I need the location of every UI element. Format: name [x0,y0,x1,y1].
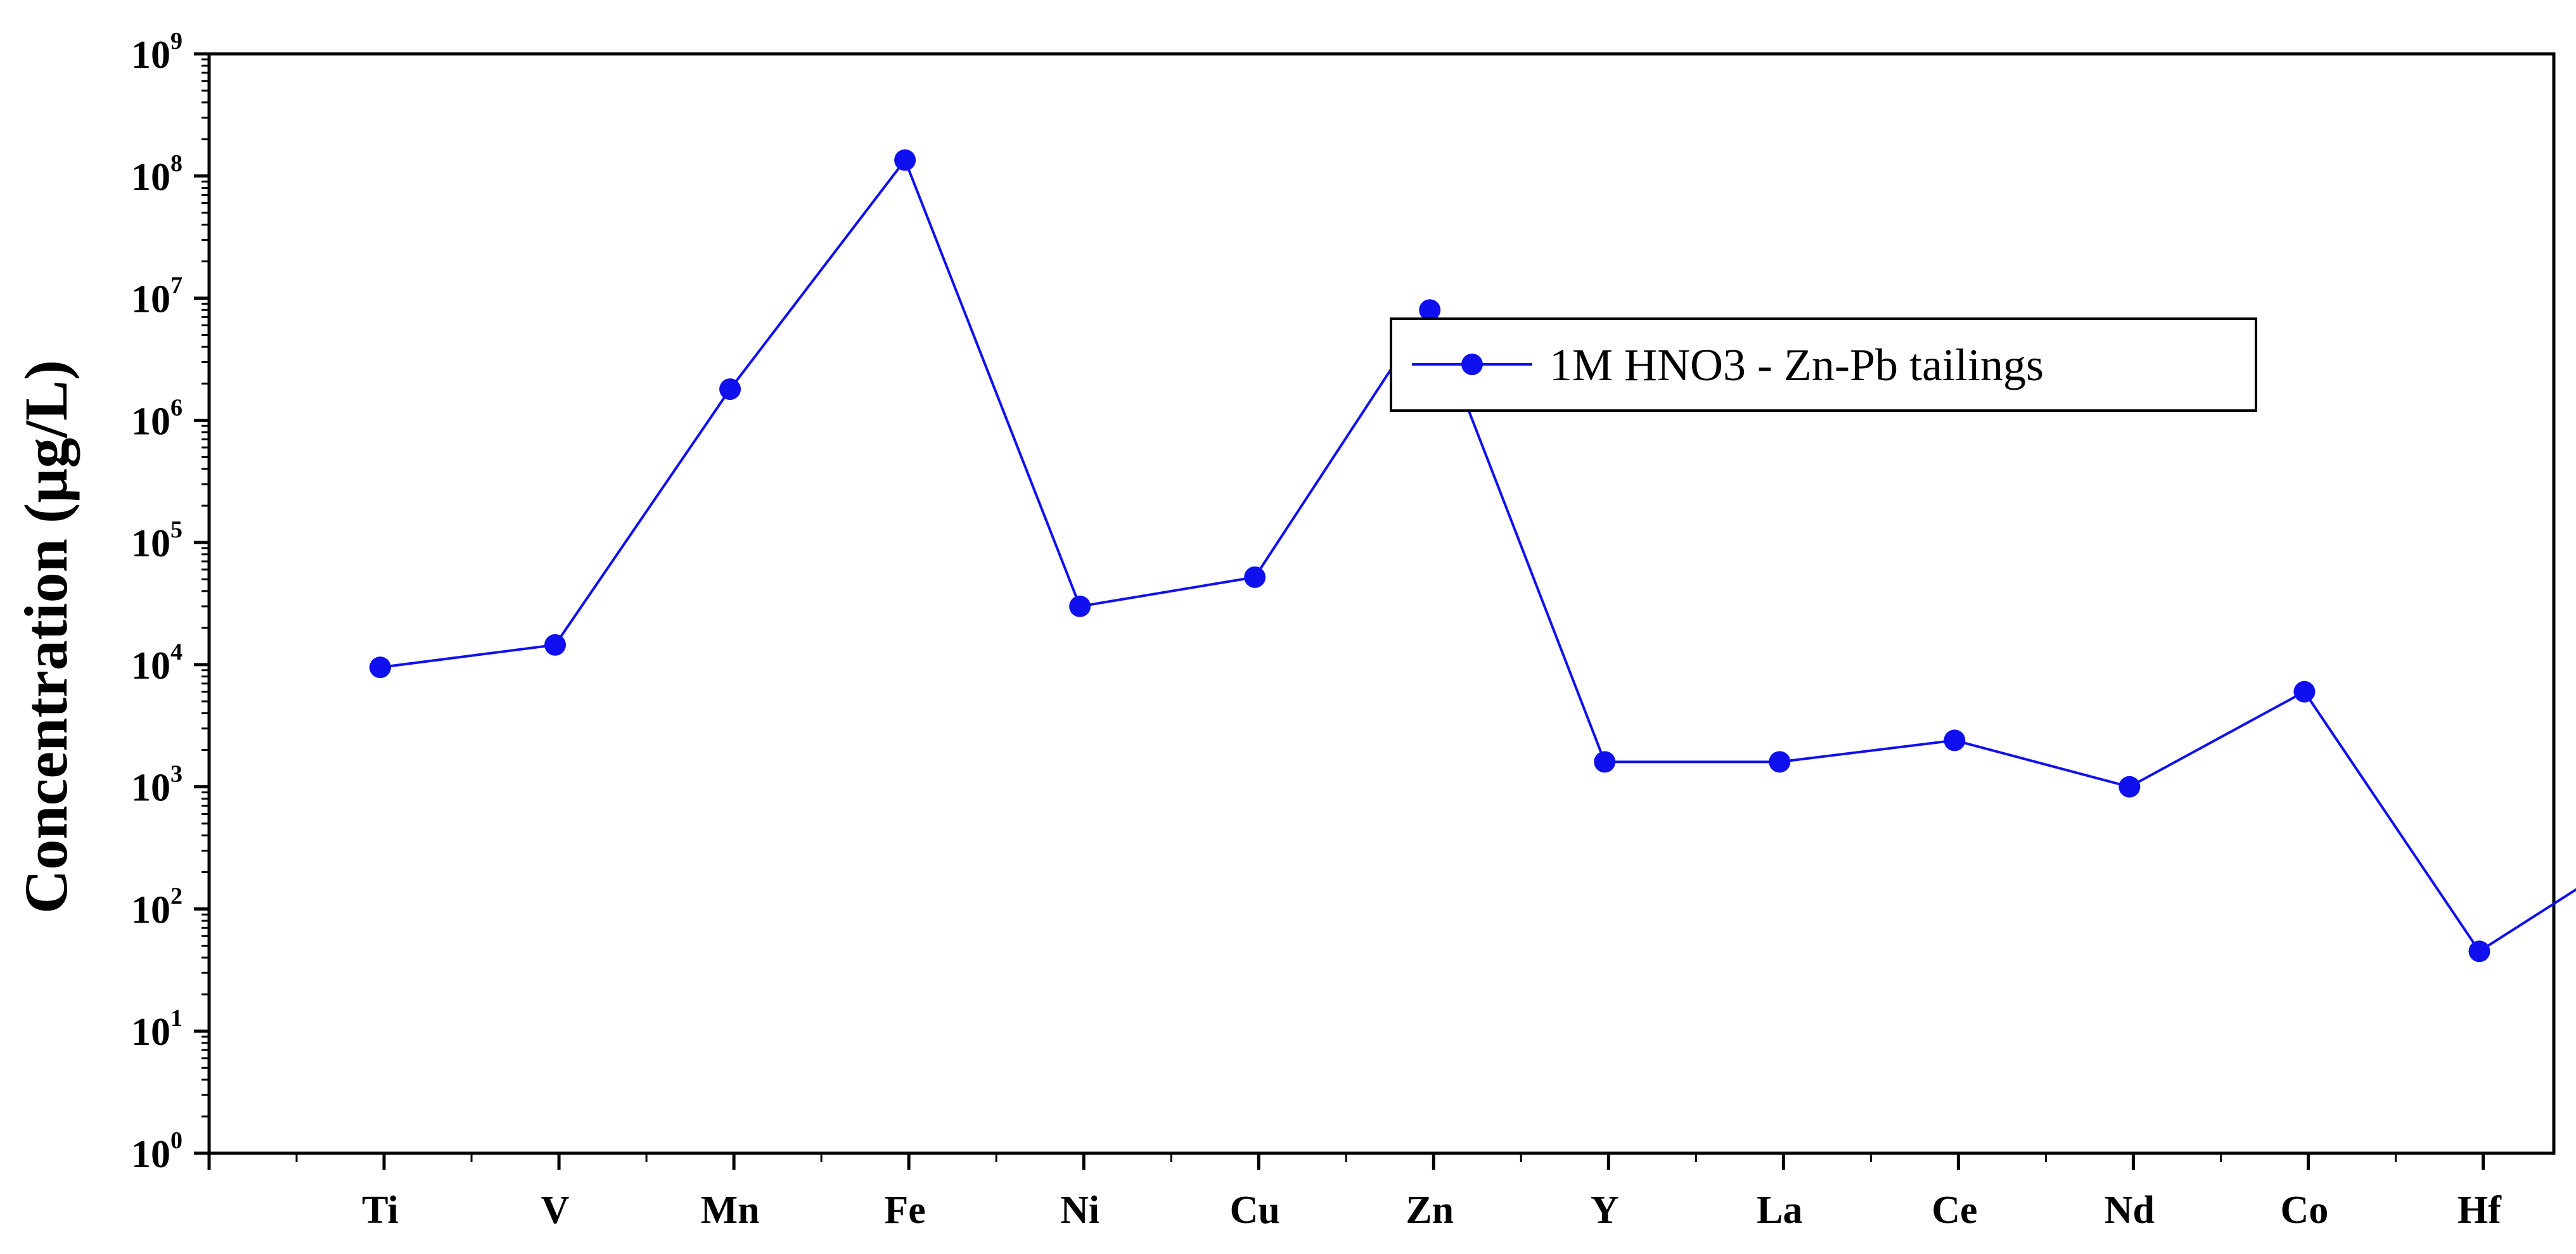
data-point [1944,729,1966,752]
y-tick-label-base: 10 [131,34,170,77]
y-tick-label-exponent: 9 [170,28,183,54]
y-tick-label-base: 10 [131,644,170,688]
y-tick-label-base: 10 [131,278,170,321]
y-tick-label: 103 [131,761,183,810]
y-axis-title-group: Concentration (µg/L) [12,360,80,914]
axes [207,52,2556,1155]
x-tick-label: Fe [884,1189,925,1232]
y-tick-label: 109 [131,28,183,77]
x-tick-label: Mn [701,1189,760,1232]
y-tick-label-base: 10 [131,888,170,931]
y-tick-label: 106 [131,394,183,443]
x-tick-label: La [1757,1189,1802,1232]
x-tick-label: Zn [1406,1189,1454,1232]
y-tick-label-base: 10 [131,767,170,810]
x-tick-label: Ce [1932,1189,1977,1232]
x-tick-label: Ti [362,1189,398,1232]
y-tick-label: 104 [131,639,183,688]
y-tick-label: 102 [131,883,183,931]
legend: 1M HNO3 - Zn-Pb tailings [1390,317,2257,412]
data-point [1069,595,1091,617]
data-point [1769,751,1791,773]
y-tick-label-base: 10 [131,156,170,199]
x-tick-label: Ni [1060,1189,1099,1232]
x-tick-label: Y [1591,1189,1619,1232]
legend-series-marker [1461,354,1483,375]
y-tick-label: 108 [131,150,183,199]
data-point [1419,299,1441,321]
legend-box [1390,317,2257,412]
y-tick-label-base: 10 [131,400,170,443]
data-point [2293,681,2316,703]
data-point [2468,940,2490,963]
data-point [1244,566,1266,588]
data-point [894,149,916,171]
data-point [369,656,391,679]
y-tick-label-exponent: 6 [170,394,183,421]
y-tick-label-exponent: 3 [170,761,183,788]
y-tick-label: 100 [131,1127,183,1176]
data-point [719,378,741,400]
y-tick-label-exponent: 5 [170,516,183,543]
y-tick-label: 105 [131,516,183,565]
x-tick-label: Cu [1230,1189,1280,1232]
x-axis-ticks: TiVMnFeNiCuZnYLaCeNdCoHfScPrSmEuGdTbDyHo… [207,1153,2502,1232]
plot-frame [207,52,2556,1155]
x-tick-label: Hf [2457,1189,2502,1232]
y-tick-label-exponent: 1 [170,1005,183,1032]
x-tick-label: Nd [2105,1189,2155,1232]
y-tick-label-base: 10 [131,1011,170,1054]
x-tick-label: Co [2281,1189,2329,1232]
y-tick-label: 107 [131,272,183,321]
data-point [2118,776,2141,798]
data-point [544,634,567,656]
y-tick-label-exponent: 4 [170,639,183,665]
y-axis-title: Concentration (µg/L) [12,360,80,914]
y-tick-label-exponent: 0 [170,1127,183,1154]
y-tick-label-exponent: 8 [170,150,183,177]
y-tick-label: 101 [131,1005,183,1054]
legend-series-label: 1M HNO3 - Zn-Pb tailings [1549,340,2044,390]
data-point [1594,751,1616,773]
x-tick-label: V [541,1189,570,1232]
y-tick-label-exponent: 2 [170,883,183,909]
series-layer [369,149,2576,963]
y-tick-label-base: 10 [131,522,170,565]
y-tick-label-base: 10 [131,1133,170,1176]
y-tick-label-exponent: 7 [170,272,183,299]
